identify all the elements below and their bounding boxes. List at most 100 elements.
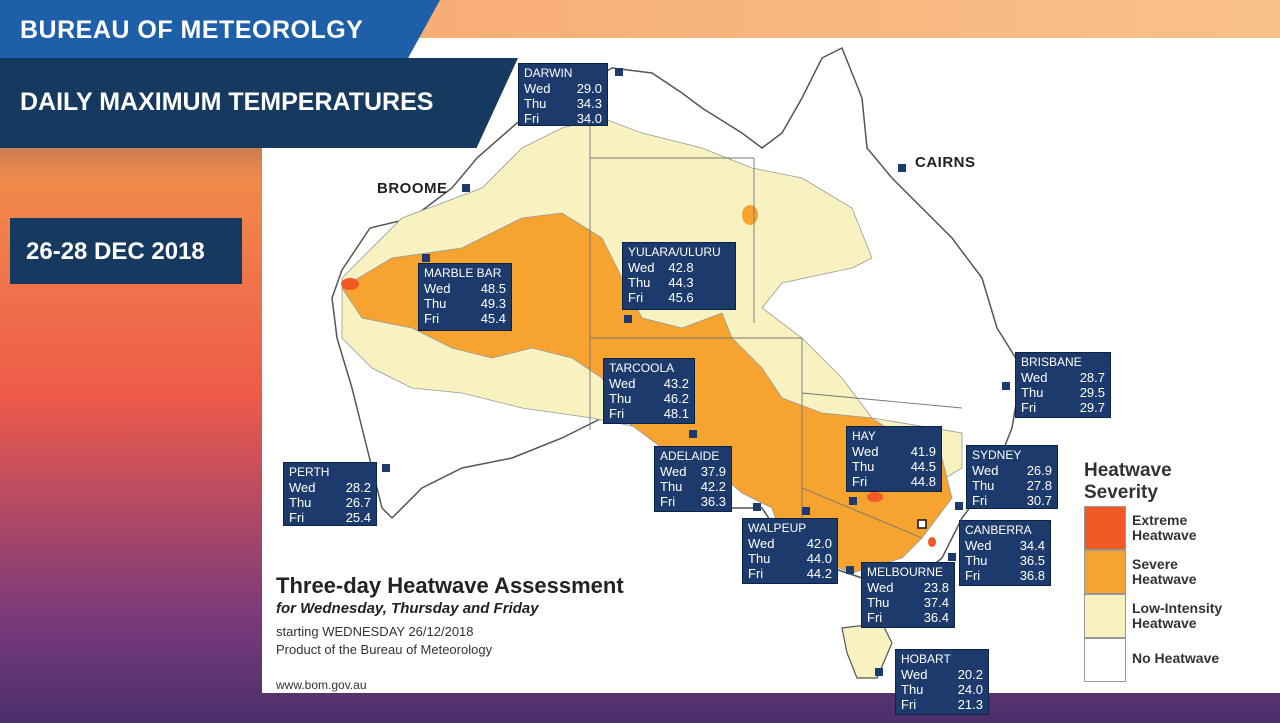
- darwin-marker: [615, 68, 623, 76]
- day-label: Wed: [867, 580, 894, 595]
- city-box-perth: PERTH Wed 28.2 Thu 26.7 Fri 25.4: [283, 462, 377, 526]
- temp-value: 42.2: [700, 479, 726, 494]
- day-label: Fri: [852, 474, 868, 489]
- city-name: BRISBANE: [1021, 355, 1082, 369]
- tarcoola-marker: [689, 430, 697, 438]
- day-label: Thu: [901, 682, 924, 697]
- temp-value: 24.0: [957, 682, 983, 697]
- city-box-hay: HAY Wed 41.9 Thu 44.5 Fri 44.8: [846, 426, 942, 492]
- yulara-marker: [624, 315, 632, 323]
- day-label: Thu: [965, 553, 988, 568]
- temp-value: 42.8: [668, 260, 694, 275]
- day-label: Thu: [289, 495, 312, 510]
- temp-value: 44.2: [806, 566, 832, 581]
- temp-value: 21.3: [957, 697, 983, 712]
- city-box-adelaide: ADELAIDE Wed 37.9 Thu 42.2 Fri 36.3: [654, 446, 732, 512]
- temp-value: 28.7: [1079, 370, 1105, 385]
- day-label: Wed: [972, 463, 999, 478]
- temp-value: 26.9: [1026, 463, 1052, 478]
- legend-label: Extreme Heatwave: [1132, 512, 1197, 543]
- city-name: YULARA/ULURU: [628, 245, 721, 259]
- date-range: 26-28 DEC 2018: [26, 238, 205, 265]
- day-label: Thu: [660, 479, 683, 494]
- city-name: ADELAIDE: [660, 449, 720, 463]
- temp-value: 29.7: [1079, 400, 1105, 415]
- day-label: Thu: [424, 296, 447, 311]
- assessment-product: Product of the Bureau of Meteorology: [276, 642, 493, 657]
- day-label: Thu: [748, 551, 771, 566]
- city-name: MELBOURNE: [867, 565, 944, 579]
- source-url: www.bom.gov.au: [276, 678, 367, 692]
- walpeup-marker: [802, 507, 810, 515]
- day-label: Thu: [609, 391, 632, 406]
- temp-value: 34.3: [576, 96, 602, 111]
- temp-value: 48.1: [663, 406, 689, 421]
- day-label: Wed: [852, 444, 879, 459]
- legend-swatch: [1084, 638, 1126, 682]
- day-label: Thu: [867, 595, 890, 610]
- nsw-vic-border: [801, 487, 923, 539]
- canberra-marker: [948, 553, 956, 561]
- legend-item-none: No Heatwave: [1084, 638, 1264, 684]
- day-label: Fri: [867, 610, 883, 625]
- broome-marker: [462, 184, 470, 192]
- brisbane-marker: [1002, 382, 1010, 390]
- city-box-darwin: DARWIN Wed 29.0 Thu 34.3 Fri 34.0: [518, 63, 608, 126]
- temp-value: 43.2: [663, 376, 689, 391]
- hay-marker: [849, 497, 857, 505]
- day-label: Wed: [660, 464, 687, 479]
- extreme-spot-canberra: [928, 537, 936, 547]
- temp-value: 34.0: [576, 111, 602, 126]
- extreme-spot-pilbara: [341, 278, 359, 290]
- legend-title: Heatwave Severity: [1084, 460, 1172, 503]
- city-box-brisbane: BRISBANE Wed 28.7 Thu 29.5 Fri 29.7: [1015, 352, 1111, 418]
- assessment-title: Three-day Heatwave Assessment: [276, 573, 624, 598]
- city-name: MARBLE BAR: [424, 266, 502, 280]
- day-label: Fri: [748, 566, 764, 581]
- day-label: Wed: [901, 667, 928, 682]
- temp-value: 44.0: [806, 551, 832, 566]
- perth-marker: [382, 464, 390, 472]
- broome-label: BROOME: [377, 180, 448, 197]
- city-name: PERTH: [289, 465, 330, 479]
- day-label: Fri: [424, 311, 440, 326]
- day-label: Fri: [660, 494, 676, 509]
- sydney-marker: [955, 502, 963, 510]
- capital-marker: [917, 519, 927, 529]
- temp-value: 46.2: [663, 391, 689, 406]
- date-box: 26-28 DEC 2018: [10, 218, 242, 284]
- temp-value: 44.5: [910, 459, 936, 474]
- city-name: CANBERRA: [965, 523, 1032, 537]
- city-name: HOBART: [901, 652, 951, 666]
- day-label: Thu: [628, 275, 651, 290]
- org-banner: BUREAU OF METEOROLGY: [0, 0, 440, 64]
- title-banner: DAILY MAXIMUM TEMPERATURES: [0, 58, 518, 148]
- legend-item-extreme: Extreme Heatwave: [1084, 506, 1264, 552]
- temp-value: 28.2: [345, 480, 371, 495]
- temp-value: 44.3: [668, 275, 694, 290]
- temp-value: 42.0: [806, 536, 832, 551]
- temp-value: 36.8: [1019, 568, 1045, 583]
- temp-value: 48.5: [480, 281, 506, 296]
- city-box-sydney: SYDNEY Wed 26.9 Thu 27.8 Fri 30.7: [966, 445, 1058, 509]
- severe-spot-north: [742, 205, 758, 225]
- legend-item-low: Low-Intensity Heatwave: [1084, 594, 1264, 640]
- day-label: Wed: [524, 81, 551, 96]
- city-name: DARWIN: [524, 66, 573, 80]
- tasmania-outline: [841, 622, 893, 679]
- cairns-marker: [898, 164, 906, 172]
- org-name: BUREAU OF METEOROLGY: [20, 16, 364, 44]
- temp-value: 34.4: [1019, 538, 1045, 553]
- hobart-marker: [875, 668, 883, 676]
- city-box-canberra: CANBERRA Wed 34.4 Thu 36.5 Fri 36.8: [959, 520, 1051, 586]
- day-label: Thu: [972, 478, 995, 493]
- temp-value: 49.3: [480, 296, 506, 311]
- temp-value: 45.6: [668, 290, 694, 305]
- legend-swatch: [1084, 594, 1126, 638]
- day-label: Fri: [289, 510, 305, 525]
- day-label: Thu: [1021, 385, 1044, 400]
- assessment-subtitle: for Wednesday, Thursday and Friday: [276, 600, 539, 617]
- assessment-start: starting WEDNESDAY 26/12/2018: [276, 624, 474, 639]
- temp-value: 25.4: [345, 510, 371, 525]
- extreme-spot-hay: [867, 492, 883, 502]
